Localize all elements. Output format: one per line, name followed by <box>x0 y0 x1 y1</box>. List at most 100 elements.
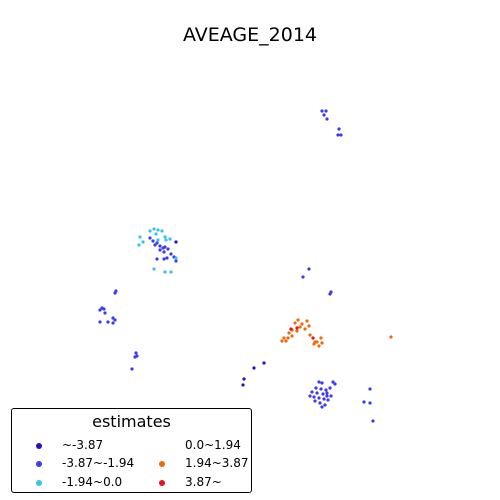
data-point <box>282 336 286 340</box>
data-point <box>317 396 321 400</box>
data-point <box>153 243 157 247</box>
data-point <box>156 238 160 242</box>
data-point <box>262 361 266 365</box>
data-point <box>313 340 317 344</box>
data-point <box>162 250 166 254</box>
data-point <box>289 327 293 331</box>
data-point <box>155 241 159 245</box>
data-point <box>137 243 141 247</box>
data-point <box>368 401 372 405</box>
data-point <box>319 387 323 391</box>
data-point <box>368 387 372 391</box>
data-point <box>371 419 375 423</box>
data-point <box>322 113 326 117</box>
data-point <box>102 307 106 311</box>
data-point <box>287 331 291 335</box>
data-point <box>322 397 326 401</box>
data-point <box>324 109 328 113</box>
data-point <box>174 240 178 244</box>
data-point <box>135 354 139 358</box>
data-point <box>313 399 317 403</box>
data-point <box>290 334 294 338</box>
data-point <box>163 245 167 249</box>
data-point <box>320 381 324 385</box>
data-point <box>319 336 323 340</box>
data-point <box>298 325 302 329</box>
data-point <box>320 405 324 409</box>
data-point <box>296 318 300 322</box>
legend-label: -3.87~-1.94 <box>62 456 135 470</box>
data-point <box>301 275 305 279</box>
data-point <box>130 367 134 371</box>
data-point <box>317 380 321 384</box>
data-point <box>325 394 329 398</box>
data-point <box>325 117 329 121</box>
data-point <box>154 232 158 236</box>
legend-label: 0.0~1.94 <box>185 438 241 452</box>
data-point <box>305 319 309 323</box>
data-point <box>160 229 164 233</box>
data-point <box>252 366 256 370</box>
data-point <box>113 291 117 295</box>
data-point <box>311 336 315 340</box>
data-point <box>242 377 246 381</box>
legend-marker <box>36 443 42 449</box>
data-point <box>329 394 333 398</box>
data-point <box>307 267 311 271</box>
data-point <box>286 336 290 340</box>
data-point <box>151 239 155 243</box>
data-point <box>155 257 159 261</box>
data-point <box>163 235 167 239</box>
data-point <box>333 382 337 386</box>
data-point <box>337 127 341 131</box>
data-point <box>148 236 152 240</box>
data-point <box>241 383 245 387</box>
data-point <box>164 238 168 242</box>
legend-label: 1.94~3.87 <box>185 456 249 470</box>
data-point <box>326 398 330 402</box>
legend-marker <box>36 461 42 467</box>
legend-label: -1.94~0.0 <box>62 475 123 489</box>
data-point <box>310 390 314 394</box>
data-point <box>141 240 145 244</box>
map-title: AVEAGE_2014 <box>182 24 318 46</box>
data-point <box>295 329 299 333</box>
data-point <box>284 339 288 343</box>
data-point <box>389 335 393 339</box>
legend-title: estimates <box>92 412 171 431</box>
data-point <box>152 267 156 271</box>
data-point <box>307 324 311 328</box>
legend-label: ~-3.87 <box>62 438 104 452</box>
data-point <box>156 228 160 232</box>
data-point <box>166 247 170 251</box>
data-point <box>152 227 156 231</box>
data-point <box>111 316 115 320</box>
data-point <box>111 321 115 325</box>
data-point <box>174 259 178 263</box>
data-point <box>325 391 329 395</box>
data-point <box>169 270 173 274</box>
data-point <box>169 252 173 256</box>
data-point <box>314 386 318 390</box>
data-point <box>138 235 142 239</box>
data-point <box>339 133 343 137</box>
data-point <box>308 333 312 337</box>
data-point <box>317 344 321 348</box>
data-point <box>158 244 162 248</box>
data-point <box>98 308 102 312</box>
data-point <box>103 311 107 315</box>
legend-marker <box>159 480 165 486</box>
data-point <box>320 109 324 113</box>
data-point <box>162 257 166 261</box>
data-point <box>106 320 110 324</box>
data-point <box>323 403 327 407</box>
data-point <box>324 388 328 392</box>
data-point <box>293 321 297 325</box>
data-point <box>331 380 335 384</box>
data-point <box>158 248 162 252</box>
data-point <box>113 318 117 322</box>
data-point <box>315 391 319 395</box>
data-point <box>328 386 332 390</box>
legend-marker <box>159 461 165 467</box>
data-point <box>362 400 366 404</box>
